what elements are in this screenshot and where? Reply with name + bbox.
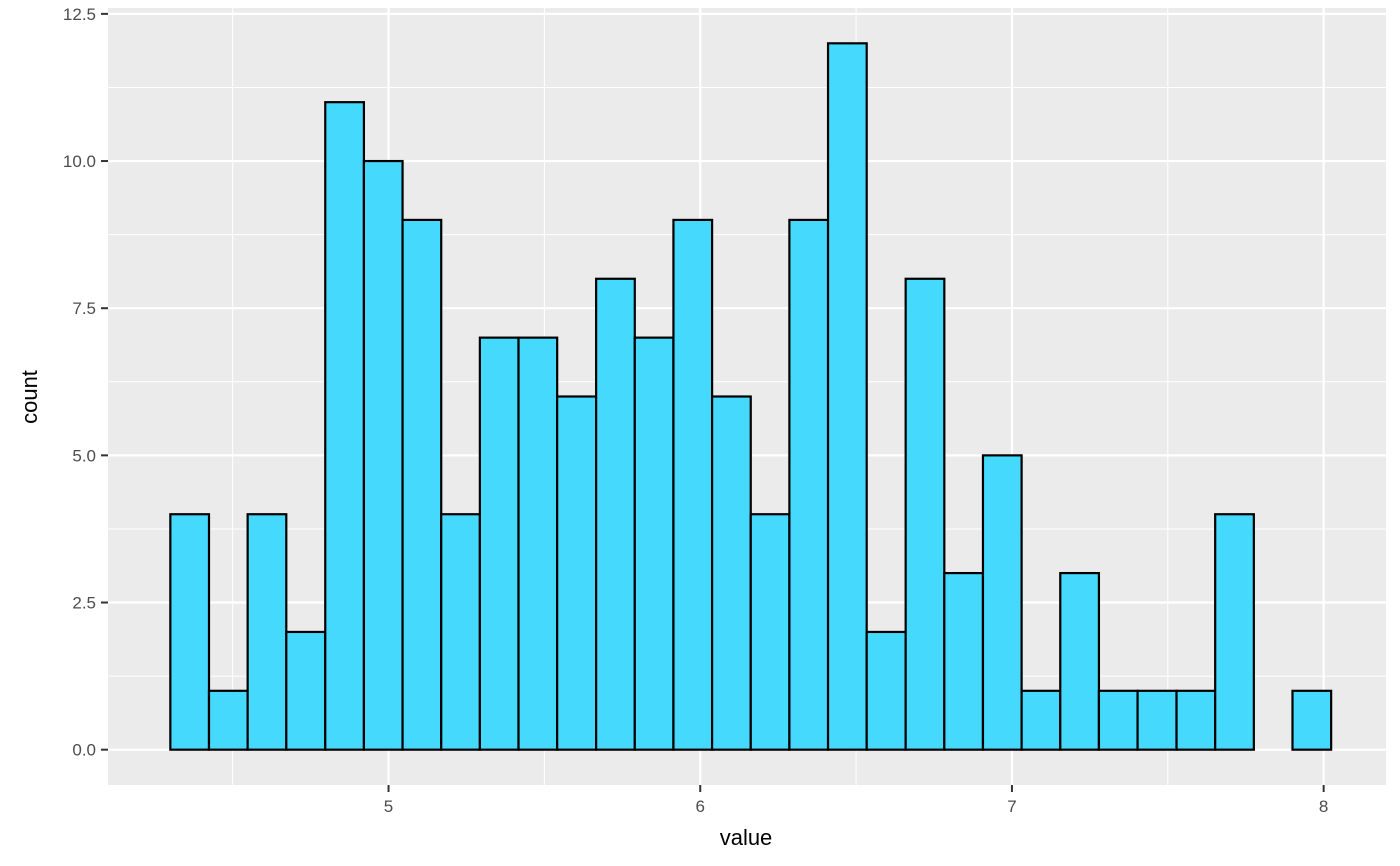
- histogram-bar: [246, 513, 288, 751]
- histogram-bar: [826, 42, 868, 751]
- histogram-bar: [207, 689, 249, 751]
- histogram-bar: [633, 336, 675, 751]
- histogram-bar: [710, 395, 752, 751]
- histogram-bar: [362, 159, 404, 751]
- x-tick-label: 6: [696, 797, 705, 816]
- y-axis: 0.0 2.5 5.0 7.5 10.0 12.5: [63, 5, 108, 760]
- x-tick-label: 5: [384, 797, 393, 816]
- histogram-bar: [981, 454, 1023, 751]
- x-tick-label: 7: [1007, 797, 1016, 816]
- histogram-bar: [1291, 689, 1333, 751]
- x-axis-title: value: [720, 825, 773, 850]
- histogram-bar: [285, 630, 327, 751]
- histogram-bar: [1059, 571, 1101, 751]
- histogram-bar: [672, 218, 714, 751]
- histogram-bar: [865, 630, 907, 751]
- histogram-bars: [169, 42, 1333, 751]
- histogram-bar: [1214, 513, 1255, 751]
- histogram-bar: [788, 218, 830, 751]
- y-tick-label: 7.5: [72, 299, 96, 318]
- histogram-bar: [1020, 689, 1062, 751]
- y-tick-label: 0.0: [72, 741, 96, 760]
- histogram-bar: [556, 395, 598, 751]
- y-tick-label: 5.0: [72, 446, 96, 465]
- histogram-bar: [1175, 689, 1217, 751]
- x-tick-label: 8: [1319, 797, 1328, 816]
- histogram-bar: [169, 513, 211, 751]
- y-tick-label: 10.0: [63, 152, 96, 171]
- histogram-bar: [595, 277, 636, 751]
- histogram-bar: [749, 513, 791, 751]
- histogram-bar: [1136, 689, 1178, 751]
- histogram-bar: [517, 336, 559, 751]
- histogram-bar: [324, 101, 366, 751]
- histogram-bar: [1097, 689, 1139, 751]
- histogram-bar: [478, 336, 520, 751]
- histogram-bar: [401, 218, 443, 751]
- histogram-bar: [440, 513, 481, 751]
- x-axis: 5 6 7 8: [384, 785, 1328, 816]
- y-axis-title: count: [17, 370, 42, 424]
- y-tick-label: 2.5: [72, 594, 96, 613]
- y-tick-label: 12.5: [63, 5, 96, 24]
- histogram-bar: [943, 571, 985, 751]
- histogram-bar: [904, 277, 946, 751]
